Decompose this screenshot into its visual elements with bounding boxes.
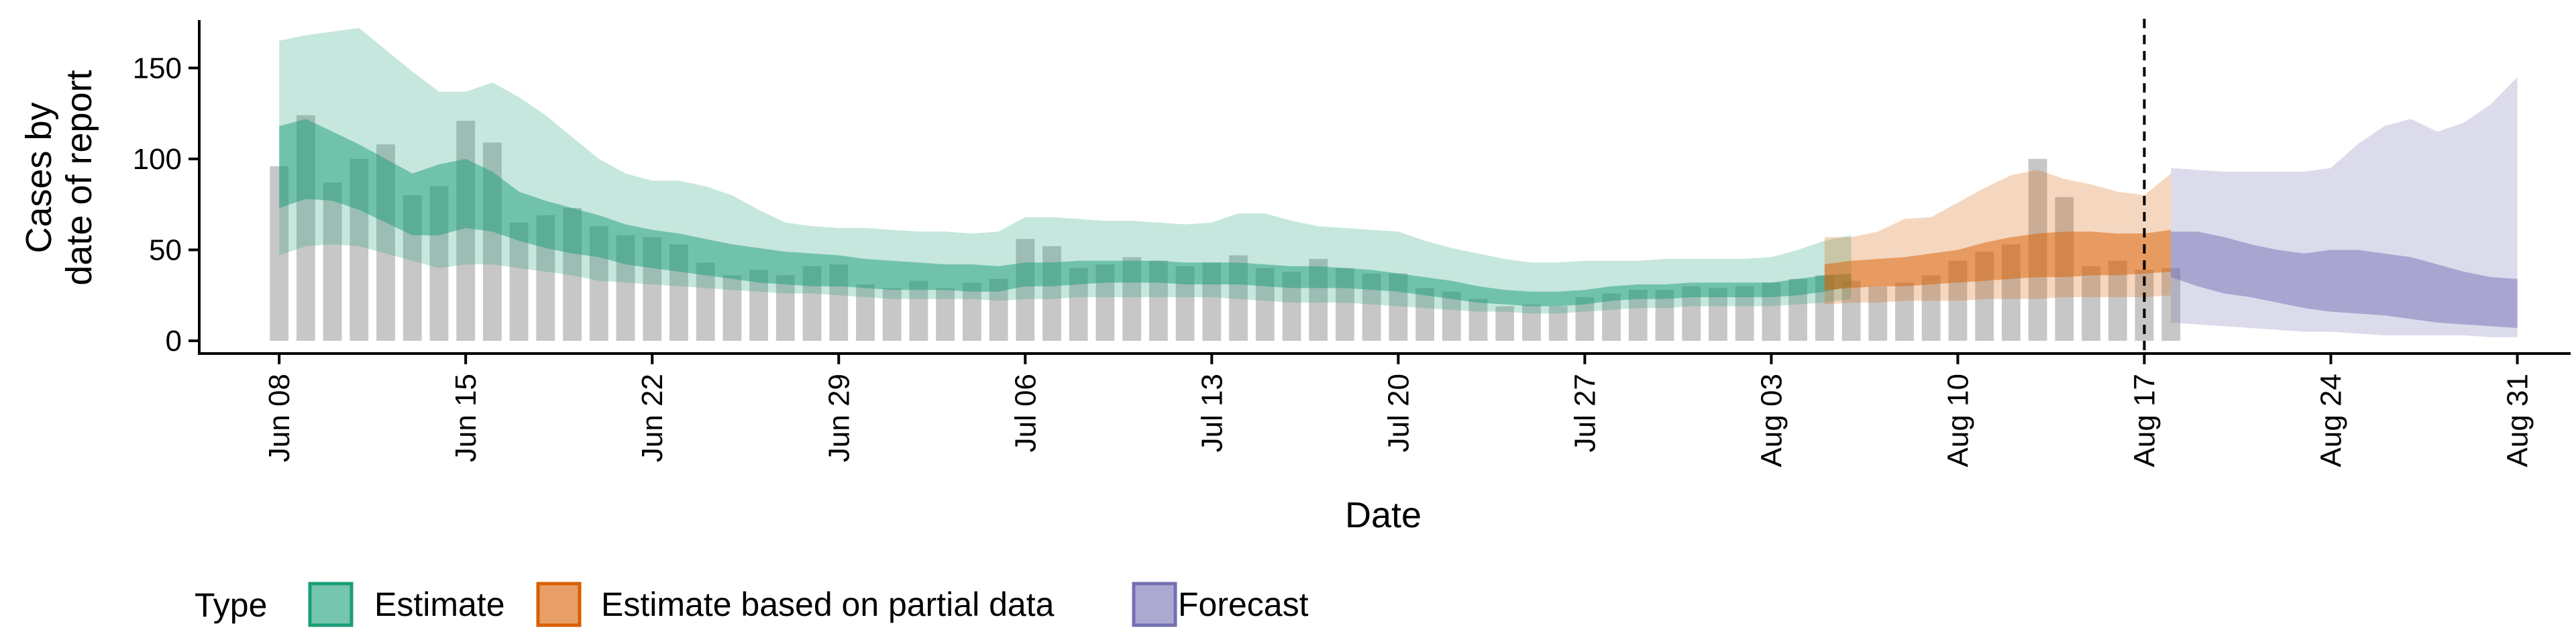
legend-key-forecast — [1132, 582, 1177, 627]
x-tick-label: Jul 06 — [1009, 374, 1042, 452]
axes — [198, 20, 2571, 355]
y-axis-ticks: 0 50 100 150 — [133, 52, 199, 358]
case-bar — [775, 275, 795, 341]
case-bar — [1921, 275, 1941, 341]
x-tick-label: Jul 27 — [1568, 374, 1601, 452]
legend-label-forecast: Forecast — [1178, 586, 1309, 623]
case-bar — [963, 282, 981, 341]
case-bar — [1415, 288, 1434, 341]
x-axis-title: Date — [1345, 495, 1421, 535]
case-bar — [1042, 246, 1061, 341]
y-axis-title-line-2: date of report — [59, 70, 99, 285]
case-bar — [882, 288, 902, 341]
case-bar — [2082, 266, 2100, 341]
case-bar — [1868, 286, 1888, 341]
legend: Type Estimate Estimate based on partial … — [195, 582, 1309, 627]
x-tick-label: Aug 24 — [2315, 374, 2348, 467]
case-bar — [1495, 306, 1515, 341]
legend-title: Type — [195, 586, 267, 624]
case-bar — [1442, 291, 1461, 341]
case-bar — [2161, 268, 2181, 341]
y-tick-label: 100 — [133, 143, 182, 176]
x-tick-label: Jun 15 — [449, 374, 482, 462]
x-tick-label: Jul 13 — [1195, 374, 1228, 452]
band-series — [279, 28, 2518, 337]
estimate-band-50 — [279, 119, 1851, 307]
case-bar — [456, 121, 476, 341]
case-bar — [1016, 239, 1035, 341]
y-tick-label: 50 — [149, 233, 182, 266]
x-axis-ticks: Jun 08 Jun 15 Jun 22 Jun 29 Jul 06 Jul 13 Jul … — [263, 354, 2534, 467]
case-bar — [1522, 304, 1541, 341]
y-tick-label: 0 — [166, 325, 182, 358]
legend-label-estimate-partial: Estimate based on partial data — [601, 586, 1055, 623]
case-bar — [323, 182, 342, 341]
case-bar — [856, 284, 875, 341]
legend-key-estimate-partial — [536, 582, 582, 627]
x-tick-label: Jun 22 — [636, 374, 669, 462]
case-bar — [909, 280, 928, 341]
x-tick-label: Aug 03 — [1755, 374, 1788, 467]
x-tick-label: Aug 17 — [2129, 374, 2161, 467]
x-tick-label: Aug 10 — [1942, 374, 1975, 467]
y-tick-label: 150 — [133, 52, 182, 85]
case-bar — [1841, 280, 1861, 341]
case-bar — [936, 288, 955, 341]
case-bar — [1895, 282, 1914, 341]
case-bar — [1548, 306, 1568, 341]
x-tick-label: Jul 20 — [1382, 374, 1415, 452]
case-bar — [722, 275, 742, 341]
forecast-band-50 — [2171, 231, 2518, 328]
legend-key-estimate — [308, 582, 354, 627]
x-tick-label: Aug 31 — [2502, 374, 2534, 467]
case-bar — [1468, 299, 1488, 341]
legend-label-estimate: Estimate — [374, 586, 505, 623]
x-tick-label: Jun 29 — [822, 374, 855, 462]
y-axis-title-line-1: Cases by — [19, 102, 59, 253]
x-tick-label: Jun 08 — [263, 374, 296, 462]
estimate-based-on-partial-data-band-50 — [1824, 229, 2171, 290]
